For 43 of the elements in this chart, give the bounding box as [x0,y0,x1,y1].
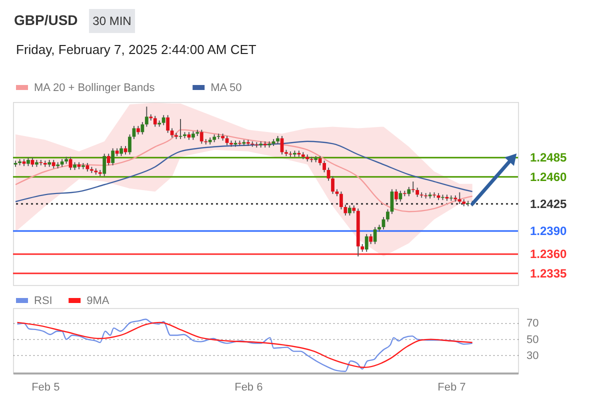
candlestick [386,208,390,222]
x-tick-label: Feb 7 [438,382,466,394]
candlestick [364,234,368,252]
candlestick [344,204,348,216]
y-tick-label: 50 [526,334,539,346]
candlestick [111,148,115,166]
legend-label: RSI [34,295,52,307]
ref-line-label: 1.2390 [530,224,568,238]
ref-line-label: 1.2425 [530,196,568,211]
candlestick [144,106,148,128]
candlestick [398,190,402,202]
candlestick [340,191,343,210]
text: 30 MIN [92,14,132,28]
y-tick-label: 30 [526,350,539,362]
y-tick-label: 70 [526,318,539,330]
ref-line-label: 1.2485 [530,150,568,165]
candlestick [102,153,106,177]
chart-title: GBP/USD [14,12,78,28]
candlestick [120,146,123,157]
candlestick [128,134,132,156]
candlestick [140,122,144,135]
candlestick [162,114,166,126]
candlestick [331,176,334,194]
legend-label: MA 50 [210,82,242,94]
candlestick [348,204,352,216]
candlestick [200,129,204,144]
candlestick [318,156,322,166]
chart-subtitle: Friday, February 7, 2025 2:44:00 AM CET [16,42,256,57]
candlestick [153,115,157,128]
x-tick-label: Feb 6 [234,382,263,394]
ref-line-label: 1.2460 [530,170,568,184]
legend-label: MA 20 + Bollinger Bands [34,82,156,94]
candlestick [416,187,420,198]
candlestick [369,234,373,245]
candlestick [166,114,170,134]
x-tick-label: Feb 5 [32,382,60,394]
candlestick [394,188,398,202]
ref-line-label: 1.2335 [530,266,568,280]
ref-line-label: 1.2360 [530,247,568,262]
legend-label: 9MA [86,295,110,307]
candlestick [106,153,110,166]
candlestick [407,186,411,197]
candlestick [322,160,326,173]
